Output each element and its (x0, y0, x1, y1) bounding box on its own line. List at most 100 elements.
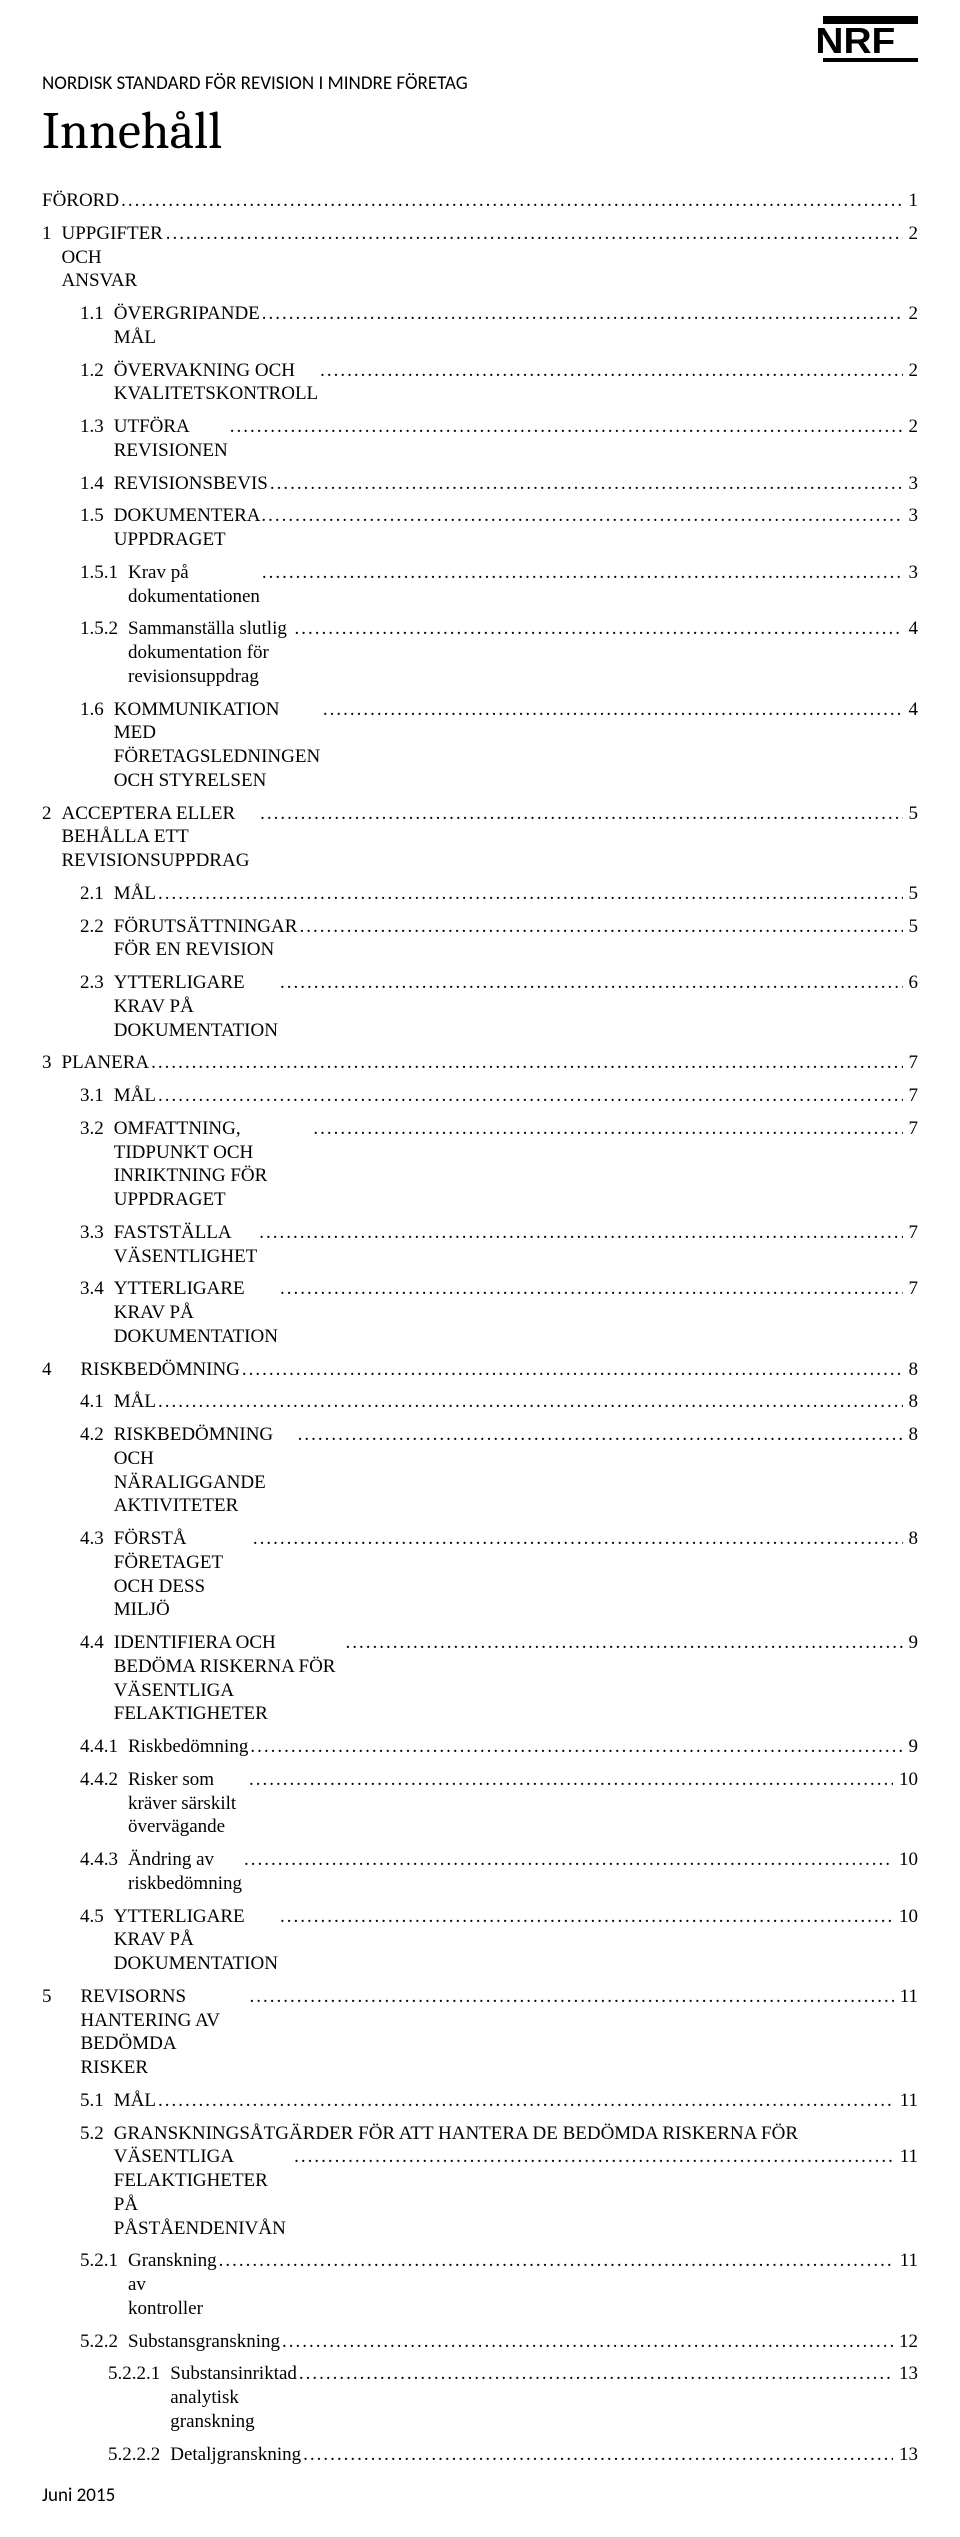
toc-number: 1.4 (80, 472, 114, 496)
toc-label: RISKBEDÖMNING (81, 1358, 240, 1382)
toc-entry[interactable]: 4.4.1Riskbedömning......................… (42, 1735, 918, 1759)
toc-leader: ........................................… (262, 561, 903, 585)
toc-entry[interactable]: 3.2OMFATTNING, TIDPUNKT OCH INRIKTNING F… (42, 1117, 918, 1212)
toc-number: 1.5 (80, 504, 114, 528)
toc-entry[interactable]: 1.6KOMMUNIKATION MED FÖRETAGSLEDNINGEN O… (42, 698, 918, 793)
toc-label: GRANSKNINGSÅTGÄRDER FÖR ATT HANTERA DE B… (114, 2122, 798, 2146)
toc-entry[interactable]: 5.2.2Substansgranskning.................… (42, 2330, 918, 2354)
toc-leader: ........................................… (282, 2330, 893, 2354)
toc-page: 7 (905, 1051, 919, 1075)
toc-leader: ........................................… (323, 698, 903, 722)
toc-entry[interactable]: 1.3UTFÖRA REVISIONEN....................… (42, 415, 918, 463)
logo: NRF (823, 16, 918, 62)
toc-leader: ........................................… (253, 1527, 903, 1551)
toc-number: 5.2 (80, 2122, 114, 2146)
toc-entry[interactable]: 4 RISKBEDÖMNING.........................… (42, 1358, 918, 1382)
toc-label: FÖRSTÅ FÖRETAGET OCH DESS MILJÖ (114, 1527, 251, 1622)
toc-number: 4.5 (80, 1905, 114, 1929)
toc-entry[interactable]: 2ACCEPTERA ELLER BEHÅLLA ETT REVISIONSUP… (42, 802, 918, 873)
toc-number: 1.6 (80, 698, 114, 722)
toc-page: 8 (905, 1390, 919, 1414)
toc-label: MÅL (114, 2089, 156, 2113)
toc-entry[interactable]: 2.1MÅL..................................… (42, 882, 918, 906)
toc-entry[interactable]: 4.3FÖRSTÅ FÖRETAGET OCH DESS MILJÖ......… (42, 1527, 918, 1622)
toc-number: 1.3 (80, 415, 114, 439)
toc-leader: ........................................… (303, 2443, 893, 2467)
toc-page: 8 (905, 1423, 919, 1447)
toc-label: RISKBEDÖMNING OCH NÄRALIGGANDE AKTIVITET… (114, 1423, 296, 1518)
toc-leader: ........................................… (295, 617, 903, 641)
table-of-contents: FÖRORD..................................… (42, 189, 918, 2466)
toc-leader: ........................................… (249, 1985, 893, 2009)
toc-entry[interactable]: 3.1MÅL..................................… (42, 1084, 918, 1108)
toc-entry[interactable]: 3.3FASTSTÄLLA VÄSENTLIGHET..............… (42, 1221, 918, 1269)
toc-entry[interactable]: 5.2.1Granskning av kontroller...........… (42, 2249, 918, 2320)
toc-entry[interactable]: 3PLANERA................................… (42, 1051, 918, 1075)
toc-page: 10 (895, 1848, 918, 1872)
toc-leader: ........................................… (158, 882, 903, 906)
toc-number: 3.3 (80, 1221, 114, 1245)
toc-leader: ........................................… (259, 1221, 902, 1245)
toc-entry[interactable]: 5.2.2.1Substansinriktad analytisk gransk… (42, 2362, 918, 2433)
toc-label: Riskbedömning (128, 1735, 248, 1759)
toc-number: 2.3 (80, 971, 114, 995)
toc-page: 11 (896, 2145, 918, 2169)
toc-page: 3 (905, 472, 919, 496)
toc-number: 4 (42, 1358, 81, 1382)
toc-entry[interactable]: 1.1ÖVERGRIPANDE MÅL.....................… (42, 302, 918, 350)
toc-leader: ........................................… (346, 1631, 903, 1655)
toc-entry[interactable]: 1.5DOKUMENTERA UPPDRAGET................… (42, 504, 918, 552)
toc-leader: ........................................… (270, 472, 903, 496)
toc-entry[interactable]: 5.2GRANSKNINGSÅTGÄRDER FÖR ATT HANTERA D… (42, 2122, 918, 2241)
toc-label: Granskning av kontroller (128, 2249, 217, 2320)
toc-entry[interactable]: 5.2.2.2Detaljgranskning.................… (42, 2443, 918, 2467)
toc-page: 2 (905, 359, 919, 383)
toc-entry[interactable]: 1.5.2Sammanställa slutlig dokumentation … (42, 617, 918, 688)
toc-entry[interactable]: 1UPPGIFTER OCH ANSVAR...................… (42, 222, 918, 293)
toc-number: 2.2 (80, 915, 114, 939)
toc-leader: ........................................… (313, 1117, 902, 1141)
toc-entry[interactable]: 5.1MÅL..................................… (42, 2089, 918, 2113)
toc-entry[interactable]: 1.4REVISIONSBEVIS.......................… (42, 472, 918, 496)
toc-page: 10 (895, 1905, 918, 1929)
toc-entry[interactable]: 4.4.2Risker som kräver särskilt överväga… (42, 1768, 918, 1839)
toc-label: YTTERLIGARE KRAV PÅ DOKUMENTATION (114, 1905, 278, 1976)
toc-number: 5 (42, 1985, 81, 2009)
toc-number: 5.1 (80, 2089, 114, 2113)
toc-label: IDENTIFIERA OCH BEDÖMA RISKERNA FÖR VÄSE… (114, 1631, 344, 1726)
toc-entry[interactable]: 2.2FÖRUTSÄTTNINGAR FÖR EN REVISION......… (42, 915, 918, 963)
toc-page: 13 (895, 2443, 918, 2467)
toc-entry[interactable]: 4.4IDENTIFIERA OCH BEDÖMA RISKERNA FÖR V… (42, 1631, 918, 1726)
toc-number: 4.3 (80, 1527, 114, 1551)
toc-number: 2.1 (80, 882, 114, 906)
toc-page: 8 (905, 1358, 919, 1382)
toc-leader: ........................................… (320, 359, 902, 383)
toc-leader: ........................................… (151, 1051, 902, 1075)
toc-leader: ........................................… (121, 189, 902, 213)
toc-entry[interactable]: 4.1MÅL..................................… (42, 1390, 918, 1414)
toc-label: ÖVERGRIPANDE MÅL (114, 302, 260, 350)
toc-page: 7 (905, 1084, 919, 1108)
toc-leader: ........................................… (166, 222, 903, 246)
toc-label: Substansinriktad analytisk granskning (170, 2362, 297, 2433)
toc-number: 1.5.1 (80, 561, 128, 585)
toc-page: 5 (905, 882, 919, 906)
toc-label: UTFÖRA REVISIONEN (114, 415, 228, 463)
toc-leader: ........................................… (280, 1277, 903, 1301)
toc-entry[interactable]: 4.2RISKBEDÖMNING OCH NÄRALIGGANDE AKTIVI… (42, 1423, 918, 1518)
toc-number: 4.2 (80, 1423, 114, 1447)
toc-number: 5.2.1 (80, 2249, 128, 2273)
toc-entry[interactable]: 3.4YTTERLIGARE KRAV PÅ DOKUMENTATION....… (42, 1277, 918, 1348)
toc-entry[interactable]: 2.3YTTERLIGARE KRAV PÅ DOKUMENTATION....… (42, 971, 918, 1042)
toc-entry[interactable]: FÖRORD..................................… (42, 189, 918, 213)
toc-page: 9 (905, 1631, 919, 1655)
toc-label: FÖRORD (42, 189, 119, 213)
toc-entry[interactable]: 4.4.3Ändring av riskbedömning...........… (42, 1848, 918, 1896)
toc-entry[interactable]: 1.2ÖVERVAKNING OCH KVALITETSKONTROLL....… (42, 359, 918, 407)
toc-entry[interactable]: 4.5YTTERLIGARE KRAV PÅ DOKUMENTATION....… (42, 1905, 918, 1976)
toc-page: 11 (896, 1985, 918, 2009)
toc-number: 4.1 (80, 1390, 114, 1414)
toc-entry[interactable]: 1.5.1Krav på dokumentationen............… (42, 561, 918, 609)
toc-entry[interactable]: 5 REVISORNS HANTERING AV BEDÖMDA RISKER.… (42, 1985, 918, 2080)
toc-label: PLANERA (62, 1051, 150, 1075)
